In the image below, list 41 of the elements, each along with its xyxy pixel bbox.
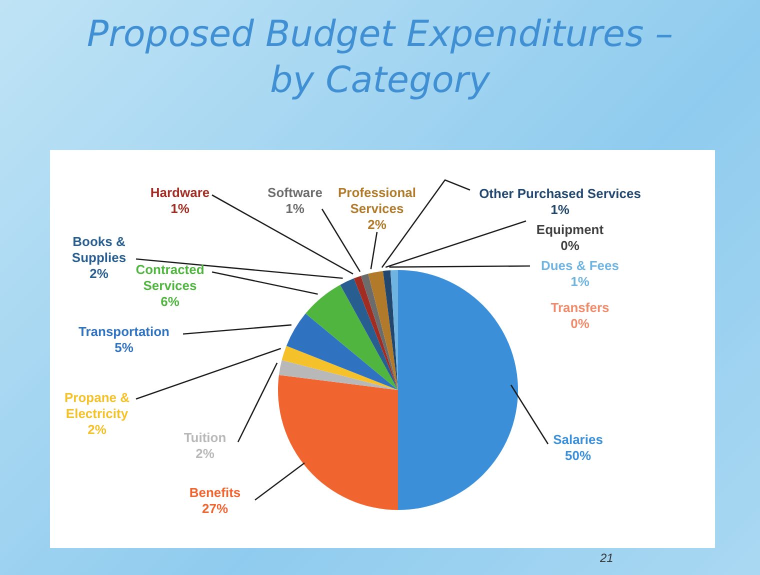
slice-label: Tuition: [182, 430, 228, 446]
slice-label: Professional Services: [336, 185, 418, 217]
slice-label: Transportation: [77, 324, 170, 340]
data-label: 2%: [86, 422, 108, 438]
pie-slice: [354, 276, 398, 390]
pie-slice: [278, 360, 398, 390]
category-label: Equipment: [536, 222, 604, 237]
pie-slice: [286, 314, 398, 390]
slice-label: Contracted Services: [134, 262, 206, 294]
slice-label: Books & Supplies: [70, 234, 128, 266]
pie-slice: [282, 346, 398, 390]
data-label: 5%: [114, 340, 134, 356]
chart-title: Proposed Budget Expenditures – by Category: [86, 13, 674, 103]
data-label: 50%: [564, 448, 592, 464]
text: 0%: [560, 238, 580, 253]
pie-slice: [360, 274, 398, 390]
data-label: 6%: [160, 294, 180, 310]
pie-slice: [368, 270, 398, 390]
slice-label: Dues & Fees: [540, 258, 620, 274]
slice-label: Benefits: [188, 485, 242, 501]
data-label: 2%: [194, 446, 216, 462]
slice-label: Propane & Electricity: [63, 390, 130, 422]
data-label: 1%: [570, 274, 590, 290]
data-label: 1%: [550, 202, 570, 218]
data-label: 1%: [284, 201, 306, 217]
data-label: 1%: [170, 201, 190, 217]
text: 21: [600, 551, 614, 565]
slice-label: Other Purchased Services: [478, 186, 642, 202]
pie-slice: [340, 278, 398, 390]
slice-label: Hardware: [149, 185, 211, 201]
pie-slice: [398, 270, 518, 510]
category-label: Transfers: [550, 300, 610, 315]
slice-label: Software: [268, 185, 322, 200]
pie-slice: [382, 270, 398, 390]
text: 0%: [570, 316, 590, 331]
data-label: 2%: [366, 217, 388, 233]
pie-slice: [278, 374, 398, 510]
pie-slice: [306, 284, 398, 390]
slice-label: Salaries: [552, 432, 604, 448]
data-label: 2%: [88, 266, 110, 282]
data-label: 27%: [200, 501, 230, 517]
